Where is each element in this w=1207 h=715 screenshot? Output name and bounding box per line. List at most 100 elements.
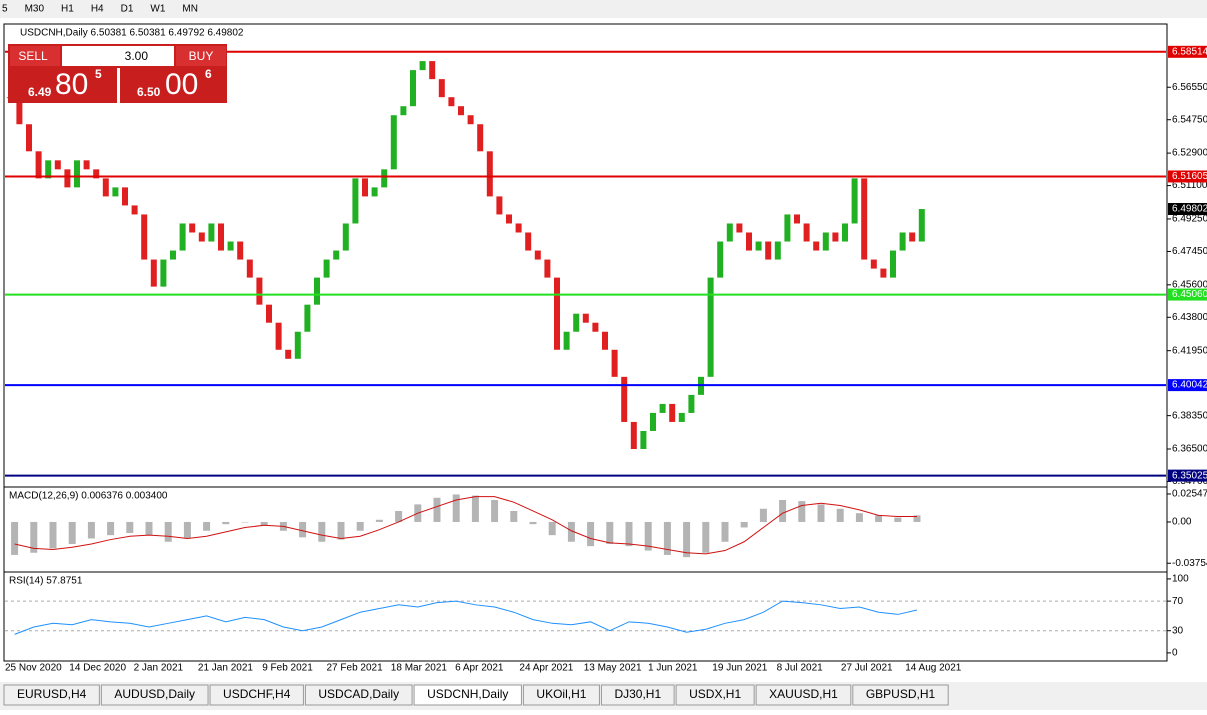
candle-body — [534, 250, 541, 260]
candle-body — [323, 259, 330, 278]
y-tick-label: 6.45600 — [1172, 279, 1207, 290]
candle-body — [870, 259, 877, 269]
macd-bar — [894, 517, 902, 522]
sell-label: SELL — [18, 49, 48, 63]
candle-body — [390, 115, 397, 170]
lot-value: 3.00 — [125, 49, 149, 63]
sell-price-small: 6.49 — [28, 85, 52, 99]
timeframe-button[interactable]: M30 — [25, 4, 45, 15]
timeframe-button[interactable]: D1 — [121, 4, 134, 15]
candle-body — [342, 223, 349, 251]
tab[interactable] — [100, 684, 209, 706]
tab[interactable] — [675, 684, 755, 706]
y-tick-label: 6.51100 — [1172, 180, 1207, 191]
lot-input[interactable] — [62, 46, 174, 66]
timeframe-button[interactable]: H4 — [91, 4, 104, 15]
tab[interactable] — [600, 684, 675, 706]
level-tag — [1168, 45, 1207, 58]
macd-bar — [337, 521, 345, 540]
candle-body — [246, 259, 253, 278]
candle-body — [237, 241, 244, 260]
candle-body — [554, 277, 560, 350]
pane-title: USDCNH,Daily 6.50381 6.50381 6.49792 6.4… — [20, 28, 244, 39]
candle-body — [736, 223, 743, 233]
last-price-label: 6.49802 — [1172, 204, 1207, 215]
macd-bar — [663, 521, 671, 555]
macd-bar — [606, 521, 614, 544]
candle-body — [592, 322, 599, 332]
buy-button[interactable] — [176, 46, 226, 66]
macd-bar — [510, 510, 518, 522]
timeframe-button[interactable]: H1 — [61, 4, 74, 15]
tab[interactable] — [755, 684, 852, 706]
macd-bar — [529, 521, 537, 525]
tab[interactable] — [209, 684, 304, 706]
date-label: 25 Nov 2020 — [5, 663, 62, 674]
macd-bar — [126, 521, 134, 533]
tab[interactable] — [413, 684, 522, 706]
candle-body — [688, 394, 695, 413]
candle-body — [573, 313, 580, 332]
macd-bar — [702, 521, 710, 553]
pane-title: RSI(14) 57.8751 — [9, 576, 83, 587]
macd-bar — [145, 521, 153, 536]
candle-body — [74, 160, 80, 188]
macd-bar — [395, 510, 403, 522]
y-tick-label: 6.52900 — [1172, 148, 1207, 159]
date-label: 6 Apr 2021 — [455, 663, 504, 674]
candle-body — [54, 160, 61, 170]
date-label: 18 Mar 2021 — [391, 663, 448, 674]
trade-panel: SELL BUY 3.00 6.49 80 5 6.50 00 6 — [8, 44, 227, 103]
macd-bar — [587, 521, 595, 547]
candle-body — [438, 79, 445, 98]
sell-button[interactable] — [10, 46, 60, 66]
macd-bar — [779, 499, 787, 522]
candle-body — [544, 259, 551, 278]
candle-body — [659, 403, 666, 413]
candle-body — [35, 151, 42, 179]
candle-body — [227, 241, 234, 251]
tab[interactable] — [522, 684, 600, 706]
candle-body — [621, 376, 628, 422]
macd-bar — [855, 513, 863, 522]
timeframe-button[interactable]: W1 — [150, 4, 165, 15]
macd-bar — [49, 521, 57, 549]
tab[interactable] — [852, 684, 949, 706]
timeframe-button[interactable]: MN — [182, 4, 198, 15]
macd-bar — [836, 508, 844, 522]
date-label: 8 Jul 2021 — [777, 663, 824, 674]
tab[interactable] — [3, 684, 100, 706]
candle-body — [333, 250, 340, 260]
candle-body — [890, 250, 896, 278]
timeframe-button[interactable]: 5 — [2, 4, 8, 15]
date-label: 21 Jan 2021 — [198, 663, 253, 674]
y-tick-label: 6.47450 — [1172, 246, 1207, 257]
candle-body — [755, 241, 762, 251]
candle-body — [765, 241, 772, 260]
candle-body — [160, 259, 167, 287]
y-tick-label: 6.38350 — [1172, 410, 1207, 421]
candle-body — [467, 115, 474, 125]
candle-body — [16, 97, 23, 125]
candle-body — [880, 268, 887, 278]
candle-body — [918, 209, 925, 242]
candle-body — [832, 232, 839, 242]
date-label: 14 Aug 2021 — [905, 663, 962, 674]
candle-body — [630, 421, 637, 450]
candle-body — [381, 169, 388, 188]
macd-bar — [299, 521, 307, 538]
level-label: 6.40042 — [1172, 380, 1207, 391]
level-label: 6.58514 — [1172, 46, 1207, 57]
candle-body — [352, 178, 359, 224]
candle-body — [496, 196, 503, 215]
candle-body — [563, 331, 570, 350]
candle-body — [784, 214, 791, 242]
tab-label: USDCAD,Daily — [318, 687, 399, 701]
tab-label: EURUSD,H4 — [17, 687, 87, 701]
level-label: 6.51605 — [1172, 171, 1207, 182]
level-label: 6.45060 — [1172, 289, 1207, 300]
tab[interactable] — [304, 684, 413, 706]
macd-bar — [222, 521, 230, 525]
candle-body — [525, 232, 532, 251]
